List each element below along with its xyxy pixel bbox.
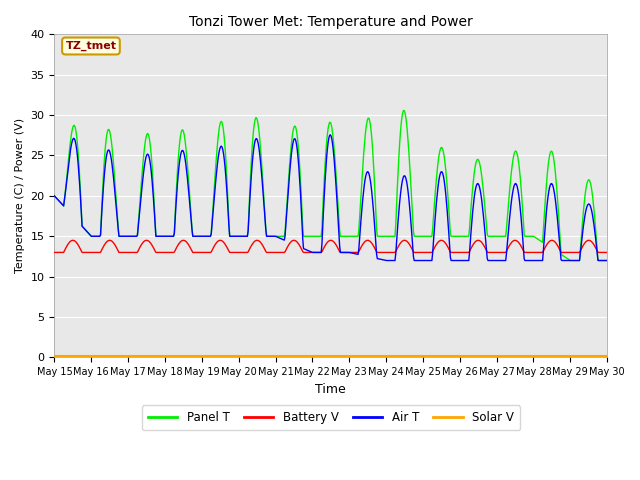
Y-axis label: Temperature (C) / Power (V): Temperature (C) / Power (V) — [15, 119, 25, 274]
Legend: Panel T, Battery V, Air T, Solar V: Panel T, Battery V, Air T, Solar V — [141, 405, 520, 430]
Text: TZ_tmet: TZ_tmet — [65, 41, 116, 51]
Title: Tonzi Tower Met: Temperature and Power: Tonzi Tower Met: Temperature and Power — [189, 15, 473, 29]
X-axis label: Time: Time — [316, 383, 346, 396]
